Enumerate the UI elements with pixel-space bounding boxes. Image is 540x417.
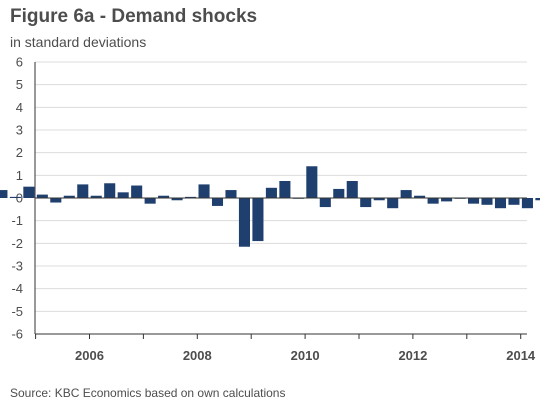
bar	[225, 190, 237, 198]
bar	[414, 195, 426, 198]
bar	[23, 186, 35, 198]
bar	[9, 196, 21, 198]
bar	[158, 195, 170, 198]
bar	[77, 184, 89, 198]
bar	[238, 198, 250, 247]
x-tick-label: 2014	[506, 348, 536, 363]
bar	[36, 194, 48, 198]
y-tick-label: 3	[16, 123, 23, 138]
x-tick-label: 2008	[183, 348, 212, 363]
x-tick-label: 2010	[291, 348, 320, 363]
bar	[360, 198, 372, 208]
chart-subtitle: in standard deviations	[10, 34, 147, 50]
y-tick-label: 6	[16, 55, 23, 70]
bar	[306, 166, 318, 198]
x-tick-label: 2006	[75, 348, 104, 363]
bar	[494, 198, 507, 209]
bar	[104, 183, 116, 198]
y-tick-label: 4	[16, 100, 23, 115]
bar	[90, 195, 102, 198]
bar	[131, 185, 143, 198]
bar	[346, 181, 358, 198]
bar	[521, 198, 533, 209]
bar	[319, 198, 331, 208]
bar	[211, 198, 224, 206]
y-tick-label: 5	[16, 77, 23, 92]
bar	[0, 190, 8, 198]
bar	[427, 198, 439, 204]
bar	[185, 196, 197, 198]
source-note: Source: KBC Economics based on own calcu…	[10, 386, 286, 400]
bar	[481, 198, 493, 205]
y-tick-label: -1	[11, 213, 23, 228]
bar	[279, 181, 291, 198]
bar	[441, 198, 453, 202]
bar	[171, 198, 183, 201]
y-tick-label: -2	[11, 236, 23, 251]
bar	[508, 198, 520, 205]
bar	[535, 198, 540, 201]
bar	[252, 198, 264, 242]
y-tick-label: -6	[11, 327, 23, 342]
bar	[387, 198, 399, 209]
demand-shocks-chart: 6543210-1-2-3-4-5-6200620082010201220142…	[0, 55, 540, 363]
bar	[144, 198, 156, 204]
y-tick-label: 2	[16, 145, 23, 160]
bar	[400, 190, 412, 198]
bar	[63, 195, 75, 198]
bar	[265, 187, 277, 198]
y-tick-label: -3	[11, 259, 23, 274]
x-tick-label: 2012	[398, 348, 427, 363]
y-tick-label: 1	[16, 168, 23, 183]
bar	[198, 184, 210, 198]
bar	[373, 198, 385, 201]
bar	[117, 192, 129, 198]
y-tick-label: -5	[11, 304, 23, 319]
bar	[50, 198, 62, 203]
bar	[333, 188, 345, 198]
y-tick-label: -4	[11, 281, 23, 296]
bar	[468, 198, 480, 204]
chart-title: Figure 6a - Demand shocks	[10, 6, 258, 27]
